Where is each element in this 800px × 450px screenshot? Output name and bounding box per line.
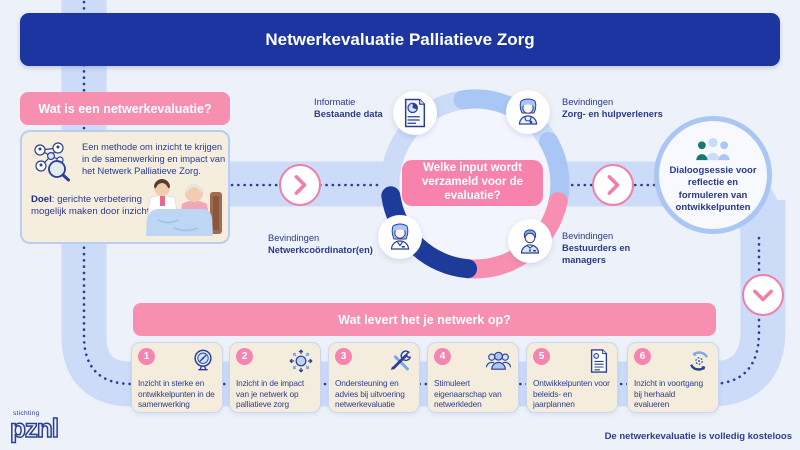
pznl-logo: stichting pznl bbox=[9, 410, 60, 443]
number-badge: 6 bbox=[634, 348, 651, 365]
result-item-5: 5 Ontwikkelpunten voor beleids- en jaarp… bbox=[526, 342, 618, 413]
manager-icon bbox=[508, 219, 552, 263]
input-label-managers: Bevindingen Bestuurders en managers bbox=[562, 231, 631, 266]
input-label-coordinator: Bevindingen Netwerkcoördinator(en) bbox=[268, 233, 373, 256]
page-title-text: Netwerkevaluatie Palliatieve Zorg bbox=[265, 29, 535, 49]
center-question: Welke input wordt verzameld voor de eval… bbox=[402, 160, 543, 206]
logo-wordmark: pznl bbox=[9, 413, 60, 443]
care-professional-icon bbox=[506, 90, 550, 134]
chevron-right-icon bbox=[592, 164, 634, 206]
number-badge: 5 bbox=[533, 348, 550, 365]
number-badge: 1 bbox=[138, 348, 155, 365]
dialog-session-text: Dialoogsessie voor reflectie en formuler… bbox=[669, 164, 757, 213]
doctor-patient-illustration bbox=[146, 179, 222, 236]
coordinator-icon bbox=[378, 215, 422, 259]
network-magnifier-icon bbox=[34, 142, 70, 182]
document-icon bbox=[590, 349, 608, 373]
results-heading: Wat levert het je netwerk op? bbox=[133, 303, 716, 336]
chevron-right-icon bbox=[279, 164, 321, 206]
result-item-text: Ondersteuning en advies bij uitvoering n… bbox=[335, 378, 405, 410]
result-item-4: 4 Stimuleert eigenaarschap van netwerkle… bbox=[427, 342, 519, 413]
number-badge: 2 bbox=[236, 348, 253, 365]
result-item-text: Ontwikkelpunten voor beleids- en jaarpla… bbox=[533, 378, 610, 410]
tools-icon bbox=[390, 350, 412, 371]
number-badge: 4 bbox=[434, 348, 451, 365]
result-item-3: 3 Ondersteuning en advies bij uitvoering… bbox=[328, 342, 420, 413]
result-item-text: Stimuleert eigenaarschap van netwerklede… bbox=[434, 378, 502, 410]
compass-icon bbox=[194, 349, 212, 371]
chevron-down-icon bbox=[742, 274, 784, 316]
input-label-caregivers: Bevindingen Zorg- en hulpverleners bbox=[562, 97, 663, 120]
result-item-6: 6 Inzicht in voortgang bij herhaald eval… bbox=[627, 342, 719, 413]
result-item-text: Inzicht in de impact van je netwerk op p… bbox=[236, 378, 305, 410]
page-title: Netwerkevaluatie Palliatieve Zorg bbox=[20, 13, 780, 66]
intro-card: Een methode om inzicht te krijgen in de … bbox=[20, 130, 230, 244]
intro-description: Een methode om inzicht te krijgen in de … bbox=[82, 142, 226, 177]
cycle-arrows-icon bbox=[690, 351, 708, 371]
people-group-icon bbox=[485, 351, 512, 370]
report-pie-icon bbox=[393, 91, 437, 135]
result-item-text: Inzicht in voortgang bij herhaald evalue… bbox=[634, 378, 703, 410]
impact-icon bbox=[289, 349, 313, 373]
logo-subtitle: stichting bbox=[13, 410, 40, 417]
people-trio-icon bbox=[696, 137, 730, 160]
result-item-2: 2 Inzicht in de impact van je netwerk op… bbox=[229, 342, 321, 413]
intro-goal: Doel: gerichte verbetering mogelijk make… bbox=[31, 194, 153, 218]
number-badge: 3 bbox=[335, 348, 352, 365]
result-item-text: Inzicht in sterke en ontwikkelpunten in … bbox=[138, 378, 215, 410]
dialog-session-badge: Dialoogsessie voor reflectie en formuler… bbox=[654, 116, 772, 234]
intro-heading: Wat is een netwerkevaluatie? bbox=[20, 92, 230, 125]
result-item-1: 1 Inzicht in sterke en ontwikkelpunten i… bbox=[131, 342, 223, 413]
footer-note: De netwerkevaluatie is volledig kosteloo… bbox=[604, 431, 792, 442]
input-label-data: Informatie Bestaande data bbox=[314, 97, 383, 120]
